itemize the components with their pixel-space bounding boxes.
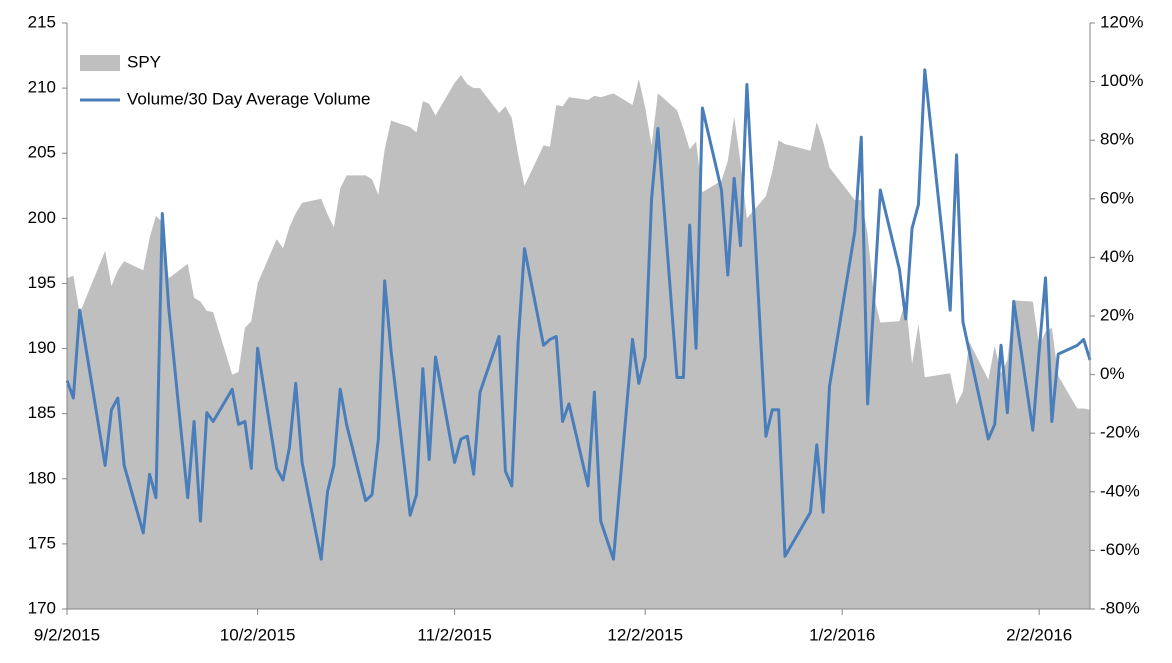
- y2-tick-label: 40%: [1100, 247, 1134, 266]
- y2-tick-label: 100%: [1100, 71, 1143, 90]
- x-tick-label: 11/2/2015: [417, 625, 491, 644]
- y2-tick-label: 0%: [1100, 364, 1125, 383]
- legend-label: Volume/30 Day Average Volume: [127, 89, 371, 108]
- x-tick-label: 10/2/2015: [220, 625, 296, 644]
- x-tick-label: 9/2/2015: [34, 625, 100, 644]
- y2-tick-label: -40%: [1100, 481, 1140, 500]
- y-tick-label: 180: [28, 468, 56, 487]
- y2-tick-label: -80%: [1100, 598, 1140, 617]
- y-tick-label: 205: [28, 143, 56, 162]
- y-tick-label: 190: [28, 338, 56, 357]
- y-tick-label: 210: [28, 78, 56, 97]
- y2-tick-label: 80%: [1100, 130, 1134, 149]
- y2-tick-label: -20%: [1100, 423, 1140, 442]
- y-tick-label: 185: [28, 403, 56, 422]
- y2-tick-label: 60%: [1100, 188, 1134, 207]
- legend-swatch: [80, 55, 120, 71]
- y-tick-label: 215: [28, 12, 56, 31]
- y-tick-label: 195: [28, 273, 56, 292]
- y2-tick-label: -60%: [1100, 540, 1140, 559]
- y-tick-label: 200: [28, 208, 56, 227]
- x-tick-label: 1/2/2016: [809, 625, 875, 644]
- y2-tick-label: 20%: [1100, 305, 1134, 324]
- x-tick-label: 12/2/2015: [607, 625, 683, 644]
- line: [65, 68, 1092, 561]
- y2-tick-label: 120%: [1100, 12, 1143, 31]
- legend-label: SPY: [127, 52, 161, 71]
- area: [67, 75, 1090, 610]
- x-tick-label: 2/2/2016: [1006, 625, 1072, 644]
- y-tick-label: 170: [28, 598, 56, 617]
- y-tick-label: 175: [28, 533, 56, 552]
